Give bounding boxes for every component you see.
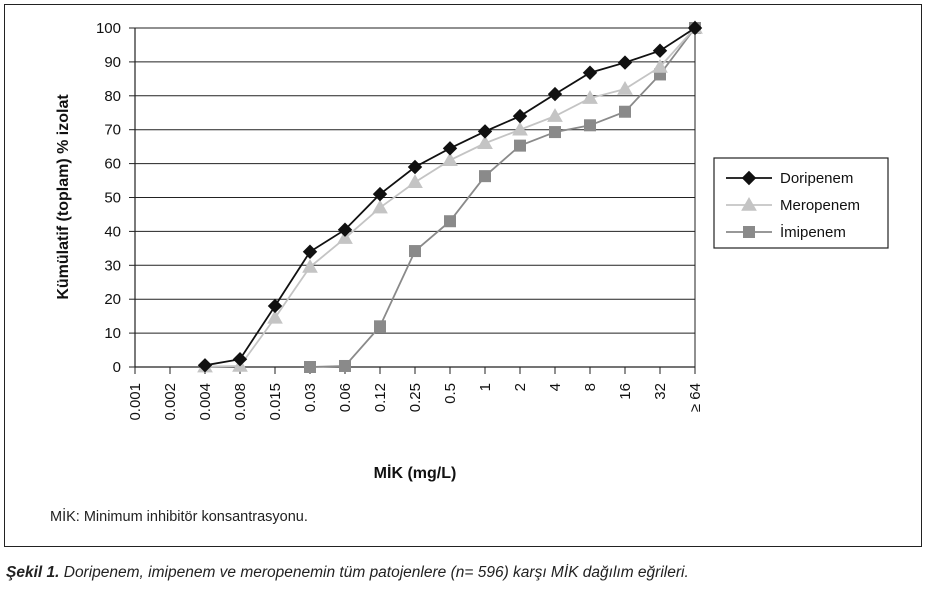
- data-point: [514, 139, 526, 152]
- x-tick-label: 0.03: [302, 383, 319, 412]
- x-tick-label: 0.12: [372, 383, 389, 412]
- data-point: [652, 58, 668, 73]
- legend-item: Meropenem: [726, 196, 860, 214]
- x-tick-label: 0.06: [337, 383, 354, 412]
- data-point: [304, 361, 316, 373]
- data-point: [374, 320, 386, 333]
- caption-label: Şekil 1.: [6, 564, 60, 581]
- data-point: [442, 152, 458, 166]
- data-point: [337, 222, 353, 237]
- data-point: [619, 105, 631, 118]
- y-tick-label: 100: [96, 20, 121, 37]
- data-point: [407, 174, 423, 188]
- tick-labels: 0 10 20 30 40 50 60 70 80 90 100 0.001 0.002 0.004 0.0…: [96, 20, 704, 421]
- data-point: [372, 199, 388, 214]
- data-point: [687, 20, 703, 36]
- data-point: [617, 55, 633, 70]
- data-point: [617, 81, 633, 95]
- series-meropenem: [197, 19, 703, 373]
- footnote: MİK: Minimum inhibitör konsantrasyonu.: [50, 509, 308, 525]
- y-axis-title: Kümülatif (toplam) % izolat: [55, 94, 72, 300]
- x-tick-label: 32: [652, 383, 669, 400]
- data-point: [302, 244, 318, 259]
- data-point: [477, 135, 493, 150]
- data-point: [409, 245, 421, 258]
- axes: [129, 27, 696, 374]
- y-tick-label: 60: [104, 156, 121, 173]
- series-doripenem: [197, 20, 703, 373]
- y-tick-label: 20: [104, 291, 121, 308]
- x-tick-label: 0.001: [127, 383, 144, 421]
- data-point: [584, 119, 596, 132]
- y-tick-label: 90: [104, 54, 121, 71]
- x-tick-label: 0.008: [232, 383, 249, 421]
- x-tick-label: 4: [547, 383, 564, 391]
- data-point: [339, 359, 351, 372]
- data-point: [549, 126, 561, 139]
- x-tick-label: 0.002: [162, 383, 179, 421]
- x-tick-label: 8: [582, 383, 599, 391]
- x-tick-label: ≥ 64: [687, 383, 704, 412]
- x-tick-label: 0.004: [197, 383, 214, 421]
- legend-label: İmipenem: [780, 223, 846, 241]
- data-point: [267, 298, 283, 314]
- y-tick-label: 40: [104, 223, 121, 240]
- data-point: [302, 258, 318, 273]
- y-tick-label: 30: [104, 257, 121, 274]
- x-tick-label: 16: [617, 383, 634, 400]
- x-axis-title: MİK (mg/L): [374, 464, 457, 482]
- data-point: [652, 43, 668, 58]
- data-point: [477, 124, 493, 139]
- gridlines: [135, 27, 695, 334]
- caption-text: Doripenem, imipenem ve meropenemin tüm p…: [59, 564, 689, 581]
- y-tick-label: 0: [113, 359, 121, 376]
- data-point: [407, 159, 423, 175]
- data-point: [547, 108, 563, 122]
- data-point: [444, 215, 456, 228]
- y-tick-label: 50: [104, 190, 121, 207]
- y-tick-label: 80: [104, 88, 121, 105]
- legend-item: Doripenem: [726, 170, 853, 187]
- x-tick-label: 0.25: [407, 383, 424, 412]
- legend-label: Doripenem: [780, 170, 853, 187]
- legend: Doripenem Meropenem İmipenem: [713, 157, 889, 249]
- series-line: [204, 27, 696, 367]
- legend-item: İmipenem: [726, 223, 846, 241]
- figure-caption: Şekil 1. Doripenem, imipenem ve meropene…: [6, 564, 689, 582]
- x-tick-label: 0.015: [267, 383, 284, 421]
- legend-label: Meropenem: [780, 197, 860, 214]
- data-point: [197, 358, 213, 373]
- data-point: [232, 351, 248, 367]
- data-point: [582, 90, 598, 104]
- line-chart: 0 10 20 30 40 50 60 70 80 90 100 0.001 0.002 0.004 0.0…: [55, 19, 889, 482]
- figure-frame: [4, 4, 922, 547]
- data-point: [479, 170, 491, 183]
- data-point: [582, 65, 598, 80]
- x-tick-label: 0.5: [442, 383, 459, 404]
- y-tick-label: 10: [104, 325, 121, 342]
- data-point: [267, 309, 283, 324]
- x-tick-label: 1: [477, 383, 494, 391]
- y-tick-label: 70: [104, 122, 121, 139]
- series-line: [309, 27, 696, 368]
- data-point: [547, 86, 563, 102]
- series-lines: [197, 19, 703, 373]
- data-point: [337, 230, 353, 244]
- legend-marker: [743, 226, 755, 238]
- data-point: [442, 141, 458, 156]
- data-point: [372, 186, 388, 202]
- data-point: [512, 108, 528, 124]
- legend-marker: [741, 170, 757, 186]
- x-tick-label: 2: [512, 383, 529, 391]
- data-point: [512, 121, 528, 136]
- legend-marker: [741, 196, 757, 211]
